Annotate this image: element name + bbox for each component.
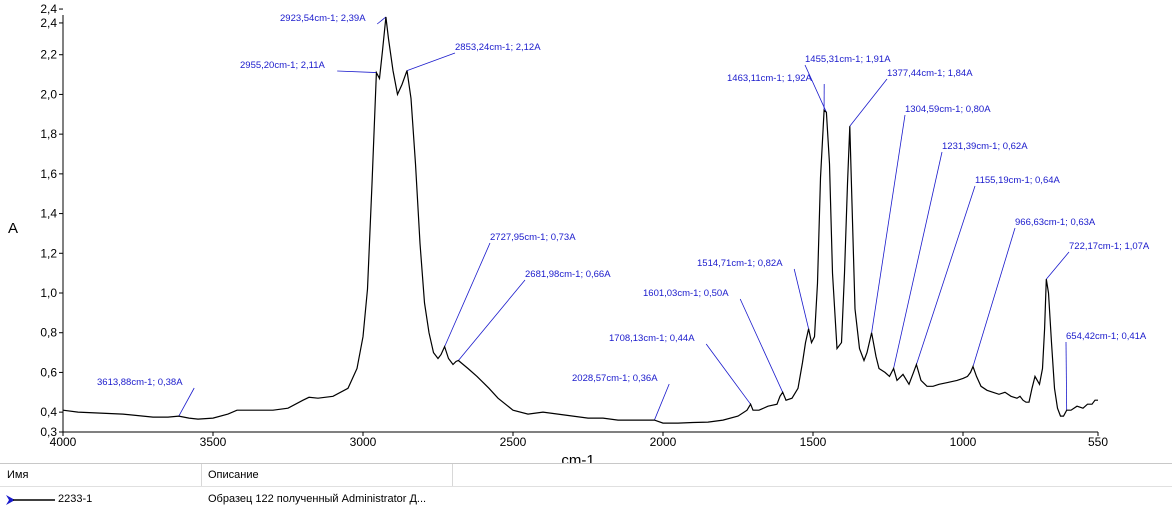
series-line-icon: [5, 494, 55, 506]
column-divider[interactable]: [452, 464, 453, 486]
peak-annotation-label: 1304,59cm-1; 0,80A: [905, 104, 991, 115]
x-tick-label: 2000: [650, 435, 677, 449]
y-tick-label: 2,2: [40, 48, 57, 62]
peak-annotation-label: 1514,71cm-1; 0,82A: [697, 258, 783, 269]
peak-annotation-label: 966,63cm-1; 0,63A: [1015, 217, 1096, 228]
column-divider[interactable]: [201, 464, 202, 486]
x-axis-label: cm-1: [561, 452, 594, 463]
x-tick-label: 550: [1088, 435, 1108, 449]
peak-annotation-label: 722,17cm-1; 1,07A: [1069, 241, 1150, 252]
peak-annotation-label: 2681,98cm-1; 0,66A: [525, 269, 611, 280]
peak-annotations: 2923,54cm-1; 2,39A 2955,20cm-1; 2,11A 2853…: [97, 13, 1150, 420]
annotation-leader: [377, 17, 386, 24]
annotation-leader: [654, 384, 669, 420]
annotation-leader: [337, 71, 376, 73]
y-tick-label: 0,4: [40, 405, 57, 419]
annotation-leader: [850, 79, 887, 126]
annotation-leader: [706, 344, 750, 404]
legend-table: Имя Описание 2233-1 Образец 122 полученн…: [0, 463, 1172, 511]
annotation-leader: [973, 228, 1015, 366]
y-tick-label: 2,0: [40, 87, 57, 101]
peak-annotation-label: 1601,03cm-1; 0,50A: [643, 288, 729, 299]
y-tick-label: 0,3: [40, 425, 57, 439]
peak-annotation-label: 2923,54cm-1; 2,39A: [280, 13, 366, 24]
series-description: Образец 122 полученный Administrator Д..…: [208, 493, 426, 505]
x-tick-label: 3000: [350, 435, 377, 449]
x-tick-label: 3500: [200, 435, 227, 449]
legend-table-header: Имя Описание: [0, 464, 1172, 487]
peak-annotation-label: 1155,19cm-1; 0,64A: [975, 175, 1061, 186]
annotation-leader: [407, 53, 455, 71]
peak-annotation-label: 1463,11cm-1; 1,92A: [727, 73, 813, 84]
y-tick-label: 1,6: [40, 167, 57, 181]
annotation-leader: [740, 299, 782, 392]
column-header-name[interactable]: Имя: [7, 469, 28, 481]
peak-annotation-label: 3613,88cm-1; 0,38A: [97, 377, 183, 388]
x-tick-label: 1500: [800, 435, 827, 449]
peak-annotation-label: 2955,20cm-1; 2,11A: [240, 60, 326, 71]
peak-annotation-label: 1231,39cm-1; 0,62A: [942, 141, 1028, 152]
peak-annotation-label: 654,42cm-1; 0,41A: [1066, 331, 1147, 342]
peak-annotation-label: 1455,31cm-1; 1,91A: [805, 54, 891, 65]
x-tick-label: 2500: [500, 435, 527, 449]
annotation-leader: [894, 152, 942, 368]
y-tick-label: 1,8: [40, 127, 57, 141]
annotation-leader: [805, 65, 826, 112]
annotation-leader: [794, 269, 808, 329]
annotation-leader: [916, 186, 975, 364]
annotation-leader: [872, 115, 905, 333]
y-tick-label: 1,0: [40, 286, 57, 300]
annotation-leader: [1066, 342, 1067, 410]
y-tick-label: 1,4: [40, 207, 57, 221]
peak-annotation-label: 1708,13cm-1; 0,44A: [609, 333, 695, 344]
series-name: 2233-1: [58, 493, 92, 505]
y-tick-label: 1,2: [40, 246, 57, 260]
y-tick-label: 2,4: [40, 2, 57, 16]
y-tick-label: 2,4: [40, 16, 57, 30]
y-axis-label: A: [8, 220, 18, 237]
x-tick-label: 1000: [950, 435, 977, 449]
peak-annotation-label: 2028,57cm-1; 0,36A: [572, 373, 658, 384]
peak-annotation-label: 2853,24cm-1; 2,12A: [455, 42, 541, 53]
peak-annotation-label: 1377,44cm-1; 1,84A: [887, 68, 973, 79]
table-row[interactable]: 2233-1 Образец 122 полученный Administra…: [0, 487, 1172, 511]
y-tick-label: 0,8: [40, 326, 57, 340]
column-header-description[interactable]: Описание: [208, 469, 259, 481]
peak-annotation-label: 2727,95cm-1; 0,73A: [490, 232, 576, 243]
annotation-leader: [179, 388, 194, 416]
annotation-leader: [1046, 252, 1069, 279]
y-tick-label: 0,6: [40, 365, 57, 379]
